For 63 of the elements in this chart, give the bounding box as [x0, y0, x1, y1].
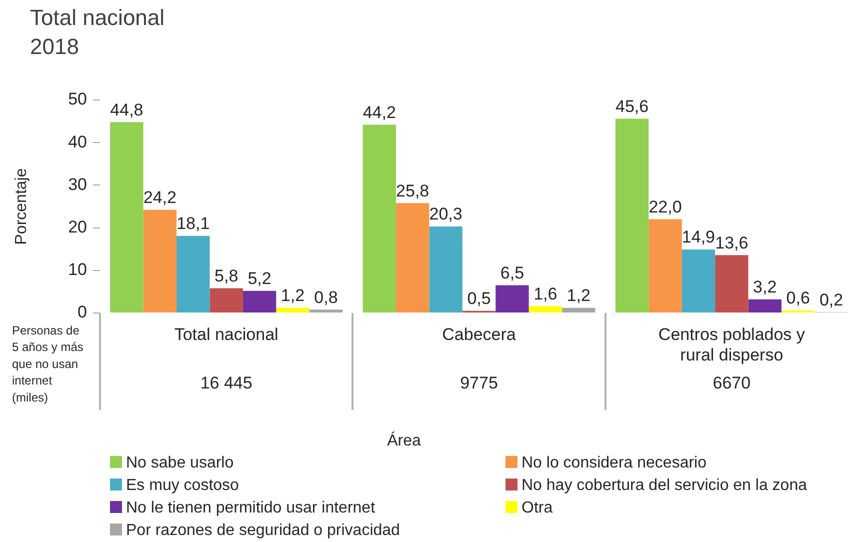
bar	[496, 285, 529, 312]
text: 16 445	[200, 374, 252, 393]
data-label: 14,9	[682, 228, 716, 247]
data-label: 25,8	[396, 181, 430, 200]
data-label: 0,8	[314, 288, 338, 307]
legend-label: Por razones de seguridad o privacidad	[126, 522, 400, 539]
bar	[682, 250, 716, 312]
bar	[615, 118, 649, 312]
bar	[176, 236, 210, 312]
chart-subtitle: 2018	[30, 34, 79, 60]
bar	[242, 290, 276, 312]
data-label: 44,2	[362, 102, 396, 122]
legend-label: No lo considera necesario	[522, 454, 707, 472]
x-tick-label: Cabecera	[442, 324, 516, 344]
text: 9775	[460, 374, 498, 393]
data-label: 0,2	[819, 290, 844, 310]
y-axis-title: Porcentaje	[13, 168, 30, 245]
data-label: 1,2	[566, 286, 590, 306]
legend-label: No le tienen permitido usar internet	[126, 499, 376, 516]
y-tick-label: 20	[68, 217, 87, 236]
text: 6670	[712, 374, 751, 393]
bar	[362, 124, 396, 312]
text: Personas de 5 años y más que no usan internet (miles)	[12, 323, 84, 405]
data-label: 6,5	[500, 263, 524, 282]
y-tick-label: 50	[68, 90, 87, 109]
legend-label: Otra	[522, 499, 553, 516]
data-label: 5,2	[248, 269, 272, 288]
data-label: 1,2	[280, 286, 305, 306]
bar	[715, 255, 748, 312]
legend-label: Es muy costoso	[126, 476, 240, 494]
data-label: 13,6	[715, 233, 748, 252]
data-label: 1,6	[534, 284, 558, 304]
bar	[429, 226, 462, 312]
data-label: 3,2	[753, 278, 777, 297]
data-label: 5,8	[214, 266, 238, 286]
data-label: 20,3	[429, 204, 462, 224]
data-label: 22,0	[648, 197, 682, 216]
y-tick-label: 10	[68, 260, 87, 280]
bar	[309, 310, 343, 312]
y-tick-label: 40	[68, 132, 87, 152]
x-tick-label: Total nacional	[174, 324, 278, 344]
bar	[528, 306, 562, 312]
bar	[396, 203, 430, 312]
data-label: 45,6	[615, 96, 649, 116]
x-axis-title: Área	[387, 431, 421, 450]
data-label: 44,8	[110, 100, 144, 120]
data-label: 0,6	[786, 288, 810, 308]
data-label: 18,1	[176, 214, 210, 234]
legend-label: No sabe usarlo	[126, 454, 234, 472]
bar	[210, 288, 243, 312]
y-tick-label: 0	[78, 302, 87, 322]
data-label: 0,5	[467, 289, 491, 308]
x-tick-label: Centros poblados y rural disperso	[658, 324, 806, 364]
bar	[110, 122, 144, 312]
data-label: 24,2	[143, 188, 176, 208]
bar	[648, 219, 682, 312]
legend-label: No hay cobertura del servicio en la zona	[522, 476, 808, 494]
chart-title: Total nacional	[30, 5, 165, 30]
bar	[748, 299, 782, 312]
bar	[562, 308, 596, 312]
bar	[143, 210, 177, 312]
bar	[276, 308, 310, 312]
y-tick-label: 30	[68, 174, 87, 194]
